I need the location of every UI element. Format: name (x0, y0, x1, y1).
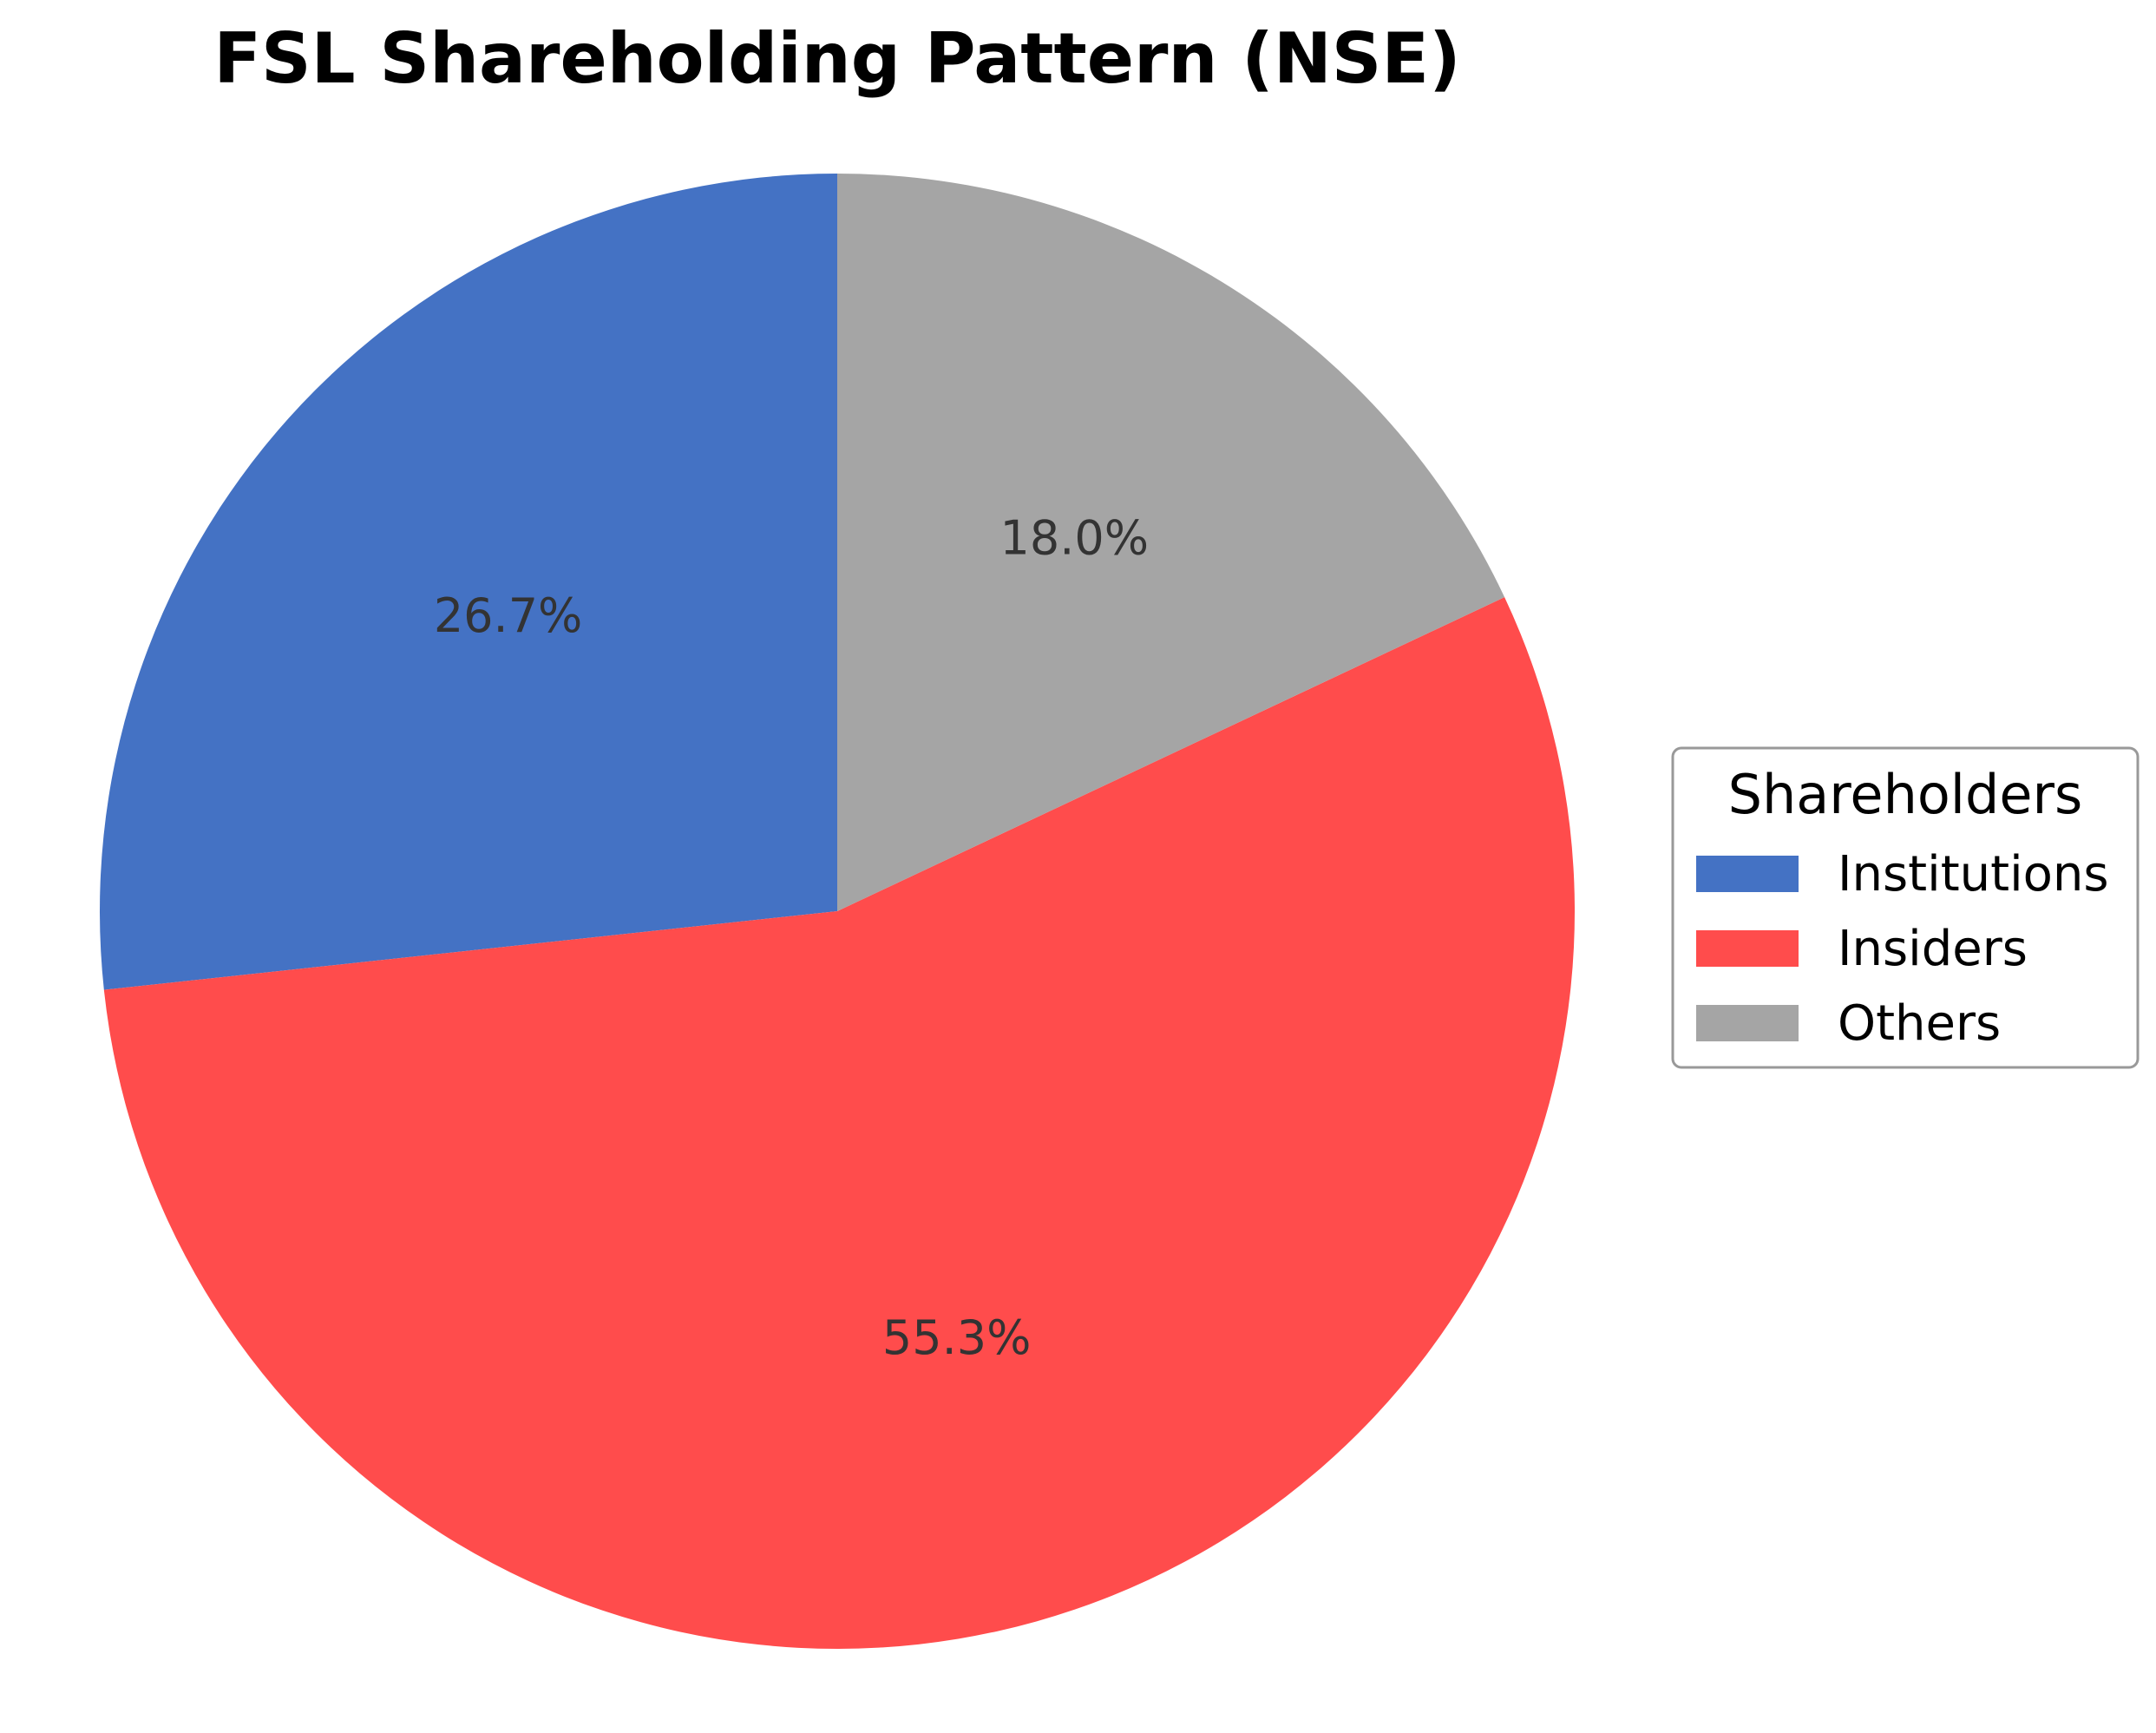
legend-label-insiders: Insiders (1838, 921, 2028, 977)
legend-swatch-others (1696, 1005, 1799, 1041)
legend-title: Shareholders (1728, 763, 2083, 826)
legend-items: Institutions Insiders Others (1696, 846, 2109, 1052)
pie-slices (99, 174, 1575, 1649)
legend-label-institutions: Institutions (1838, 846, 2109, 903)
pie-slice-institutions (99, 174, 838, 990)
legend-swatch-institutions (1696, 856, 1799, 892)
chart-title: FSL Shareholding Pattern (NSE) (213, 18, 1460, 99)
legend-label-others: Others (1838, 995, 2001, 1052)
slice-label-institutions: 26.7% (434, 588, 583, 643)
pie-slice-labels: 26.7% 55.3% 18.0% (434, 510, 1149, 1365)
slice-label-insiders: 55.3% (882, 1310, 1032, 1365)
pie-slice-insiders (103, 597, 1575, 1649)
pie-slice-others (837, 174, 1505, 911)
slice-label-others: 18.0% (1000, 510, 1150, 565)
legend: Shareholders Institutions Insiders Others (1671, 746, 2140, 1069)
legend-frame (1671, 746, 2140, 1069)
legend-swatch-insiders (1696, 930, 1799, 967)
